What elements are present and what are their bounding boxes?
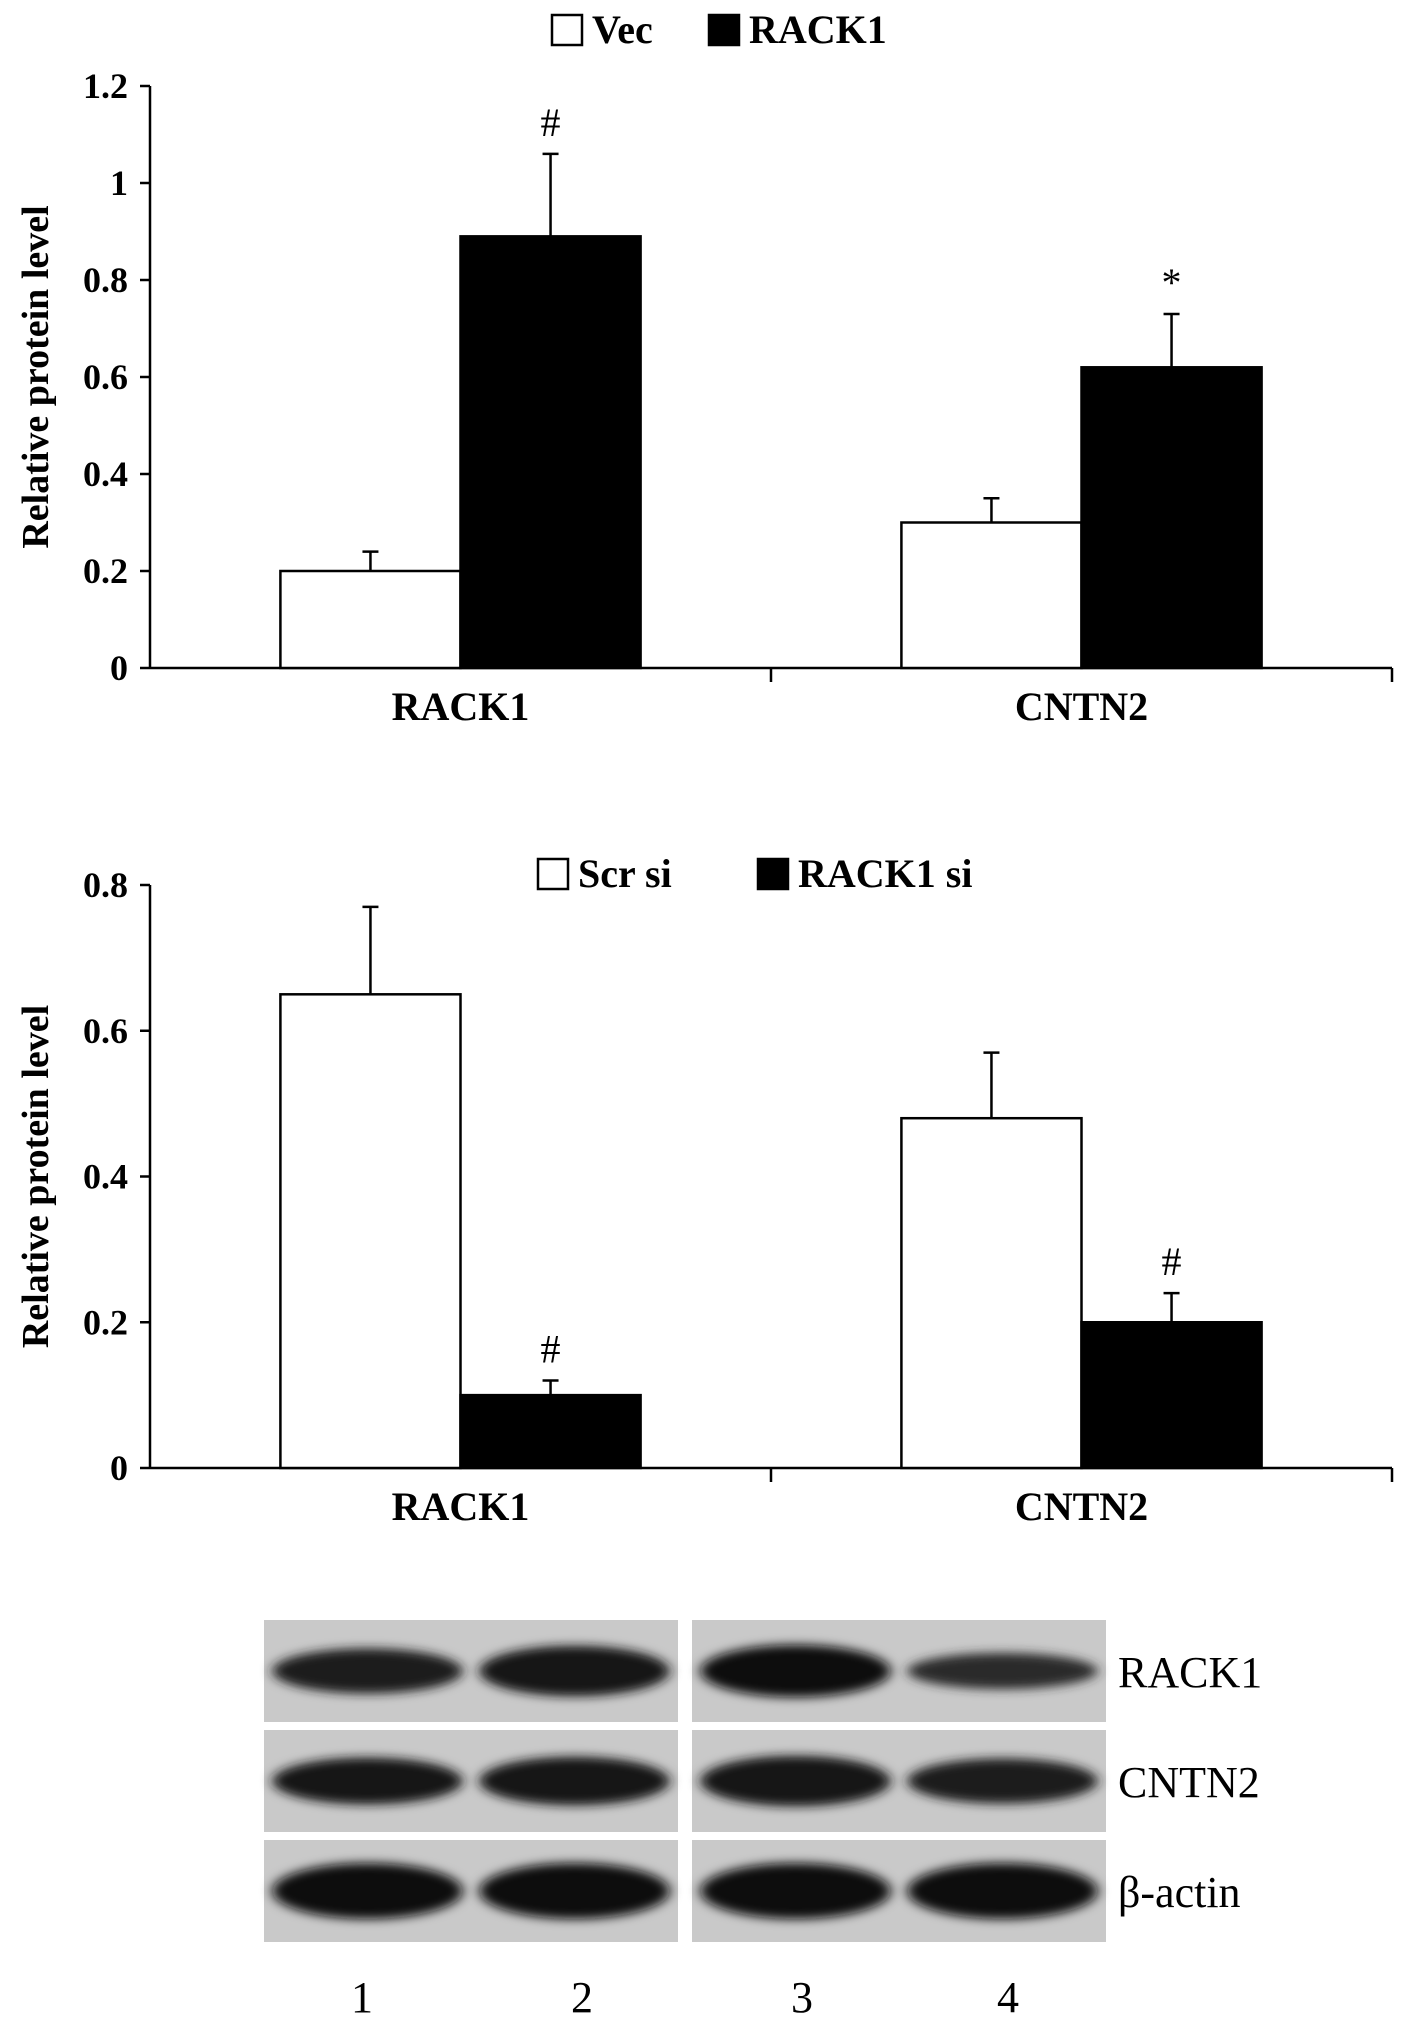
x-tick-label: CNTN2: [1015, 684, 1148, 729]
legend-label: Vec: [592, 7, 653, 52]
bar: [279, 569, 462, 670]
legend-label: Scr si: [578, 851, 672, 896]
y-tick-label: 0.4: [83, 1157, 128, 1197]
y-axis-label: Relative protein level: [15, 1005, 57, 1348]
blot-band: [700, 1644, 891, 1698]
y-tick-label: 0.2: [83, 551, 128, 591]
bar: [1080, 1321, 1263, 1470]
x-tick-label: RACK1: [392, 684, 530, 729]
blot-band: [272, 1863, 463, 1919]
legend-swatch: [550, 13, 584, 47]
legend-swatch: [707, 13, 741, 47]
y-tick-label: 0.6: [83, 357, 128, 397]
y-tick-label: 0.8: [83, 260, 128, 300]
blot-band: [479, 1863, 670, 1919]
legend-label: RACK1 si: [798, 851, 972, 896]
y-tick-label: 1.2: [83, 66, 128, 106]
y-axis-label: Relative protein level: [15, 205, 57, 548]
legend-swatch: [536, 857, 570, 891]
y-tick-label: 0.2: [83, 1302, 128, 1342]
significance-marker: #: [541, 100, 561, 145]
bar: [900, 1116, 1083, 1470]
blot-band: [907, 1758, 1098, 1804]
significance-marker: #: [541, 1327, 561, 1372]
western-blot-panel: RACK1 CNTN2 β-actin 1 2 3 4: [264, 1620, 1262, 2022]
bar: [900, 521, 1083, 670]
x-tick-label: RACK1: [392, 1484, 530, 1529]
lane-number: 3: [791, 1973, 813, 2022]
lane-number: 1: [351, 1973, 373, 2022]
legend-label: RACK1: [749, 7, 887, 52]
blot-band: [907, 1652, 1098, 1690]
blot-row-label: β-actin: [1118, 1868, 1241, 1917]
blot-band: [700, 1755, 891, 1807]
blot-band: [479, 1756, 670, 1806]
y-tick-label: 0: [110, 648, 128, 688]
bar: [279, 993, 462, 1470]
y-tick-label: 1: [110, 163, 128, 203]
bar: [459, 1393, 642, 1470]
lane-number: 2: [571, 1973, 593, 2022]
blot-row-label: RACK1: [1118, 1648, 1262, 1697]
bar: [459, 235, 642, 670]
lane-number: 4: [997, 1973, 1019, 2022]
blot-band: [907, 1863, 1098, 1919]
bar: [1080, 366, 1263, 670]
blot-band: [479, 1645, 670, 1697]
x-tick-label: CNTN2: [1015, 1484, 1148, 1529]
legend-swatch: [756, 857, 790, 891]
y-tick-label: 0.4: [83, 454, 128, 494]
blot-row-label: CNTN2: [1118, 1758, 1260, 1807]
blot-band: [700, 1863, 891, 1919]
chart-overexpression: 0 0.2 0.4 0.6 0.8 1 1.2 Relative protein level #…: [15, 7, 1394, 729]
blot-band: [272, 1757, 463, 1805]
significance-marker: #: [1162, 1239, 1182, 1284]
y-tick-label: 0.6: [83, 1011, 128, 1051]
y-tick-label: 0.8: [83, 865, 128, 905]
y-tick-label: 0: [110, 1448, 128, 1488]
significance-marker: *: [1162, 260, 1182, 305]
blot-band: [272, 1648, 463, 1694]
chart-knockdown: 0 0.2 0.4 0.6 0.8 Relative protein level # RACK…: [15, 851, 1394, 1529]
